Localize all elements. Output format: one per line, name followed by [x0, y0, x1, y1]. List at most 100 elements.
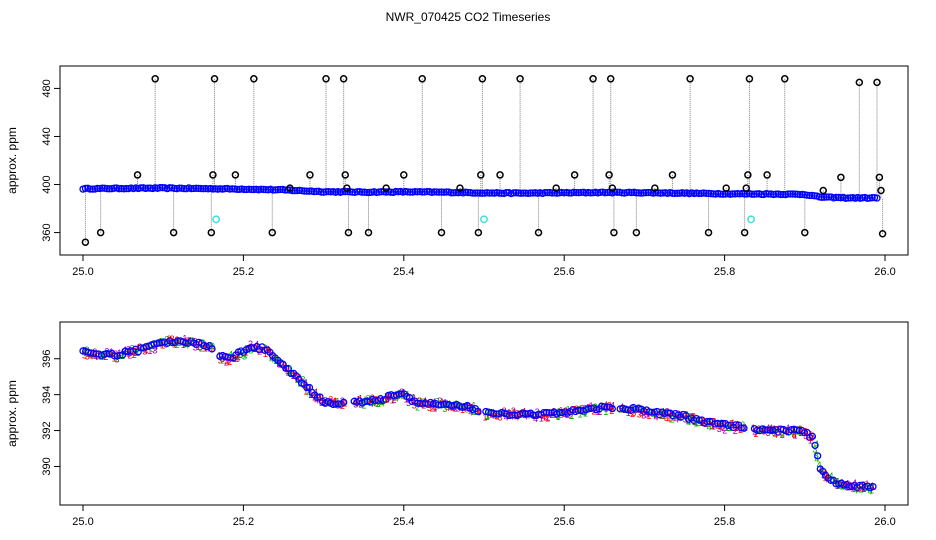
plot-frame [59, 65, 909, 256]
sample-marker: 2 [791, 428, 796, 438]
trace-point [303, 383, 311, 392]
sample-marker: 1 [342, 398, 347, 408]
sample-marker: 4 [306, 389, 311, 399]
spike-point [855, 78, 864, 87]
sample-marker: 2 [220, 356, 225, 366]
sample-marker: 4 [598, 401, 603, 411]
spike-point [763, 171, 771, 179]
sample-marker: 2 [798, 424, 803, 434]
sample-marker: 4 [533, 414, 538, 424]
sample-marker: 3 [150, 344, 155, 354]
sample-marker: 1 [390, 396, 395, 406]
sample-marker: 2 [691, 412, 696, 422]
baseline-point [709, 190, 718, 198]
baseline-point [310, 188, 318, 196]
x-tick-label: 25.6 [553, 516, 574, 528]
sample-marker: 2 [190, 336, 195, 346]
baseline-point [137, 184, 145, 192]
spike-point [534, 228, 543, 237]
sample-marker: 1 [797, 424, 802, 434]
sample-marker: 4 [829, 471, 834, 481]
trace-point [521, 410, 530, 418]
sample-marker: 3 [231, 354, 236, 364]
sample-marker: 1 [135, 348, 140, 358]
spike-point [606, 75, 615, 83]
chart-title: NWR_070425 CO2 Timeseries [385, 10, 551, 24]
baseline-point [478, 189, 487, 197]
sample-marker: 4 [396, 391, 401, 401]
sample-marker: 1 [485, 411, 490, 421]
baseline-point [502, 188, 511, 197]
spike-point [704, 228, 713, 237]
x-tick-label: 25.2 [233, 266, 254, 278]
baseline-point [180, 184, 188, 193]
spike-point [81, 238, 90, 246]
baseline-point [796, 190, 804, 199]
sample-marker: 2 [103, 352, 108, 362]
baseline-point [317, 188, 325, 196]
sample-marker: 3 [85, 352, 90, 362]
spike-point [742, 184, 751, 192]
sample-marker: 3 [198, 343, 203, 353]
sample-marker: 1 [678, 412, 683, 422]
sample-marker: 4 [303, 377, 308, 387]
baseline-point [716, 190, 725, 198]
sample-marker: 3 [792, 430, 797, 440]
baseline-point [197, 184, 205, 193]
y-tick-label: 394 [41, 385, 53, 403]
sample-marker: 4 [317, 393, 322, 403]
sample-marker: 1 [539, 414, 544, 424]
sample-marker: 2 [210, 342, 215, 352]
trace-point [808, 432, 817, 441]
sample-marker: 4 [825, 472, 830, 482]
sample-marker: 2 [82, 345, 87, 355]
spike-point [400, 171, 408, 179]
sample-marker: 1 [506, 411, 511, 421]
x-tick-label: 26.0 [874, 266, 895, 278]
sample-marker: 3 [456, 400, 461, 410]
sample-marker: 2 [127, 350, 132, 360]
sample-marker: 1 [691, 417, 696, 427]
trace-point [542, 408, 551, 417]
sample-marker: 4 [277, 359, 282, 369]
sample-marker: 1 [203, 343, 208, 353]
sample-marker: 3 [153, 341, 158, 351]
sample-marker: 4 [379, 396, 384, 406]
trace-point [740, 424, 748, 432]
plot-frame [59, 321, 909, 506]
trace-point [395, 390, 403, 398]
baseline-point [413, 188, 422, 196]
sample-marker: 4 [529, 409, 534, 419]
sample-marker: 4 [295, 375, 300, 385]
sample-marker: 2 [109, 348, 114, 358]
sample-marker: 1 [545, 413, 550, 423]
spike-point [474, 228, 483, 237]
baseline-point [822, 193, 831, 201]
baseline-point [240, 185, 248, 194]
sample-marker: 2 [548, 409, 553, 419]
sample-marker: 3 [641, 410, 646, 420]
sample-marker: 4 [265, 344, 270, 354]
baseline-point [789, 190, 797, 198]
trace-point [814, 452, 822, 460]
sample-marker: 1 [538, 410, 543, 420]
y-tick-label: 360 [41, 223, 53, 241]
sample-marker: 4 [695, 416, 700, 426]
sample-marker: 1 [603, 404, 608, 414]
baseline-point [247, 185, 256, 194]
baseline-point [603, 188, 612, 197]
sample-marker: 4 [202, 340, 207, 350]
sample-marker: 4 [814, 439, 819, 449]
baseline-point [312, 187, 321, 196]
sample-marker: 4 [651, 408, 656, 418]
sample-marker: 1 [854, 482, 859, 492]
sample-marker: 1 [411, 392, 416, 402]
sample-marker: 2 [443, 400, 448, 410]
sample-marker: 3 [810, 431, 815, 441]
y-tick-label: 396 [41, 350, 53, 368]
sample-marker: 2 [316, 392, 321, 402]
sample-marker: 2 [298, 379, 303, 389]
sample-marker: 2 [171, 338, 176, 348]
x-tick-label: 25.0 [72, 266, 93, 278]
baseline-point [257, 185, 265, 193]
